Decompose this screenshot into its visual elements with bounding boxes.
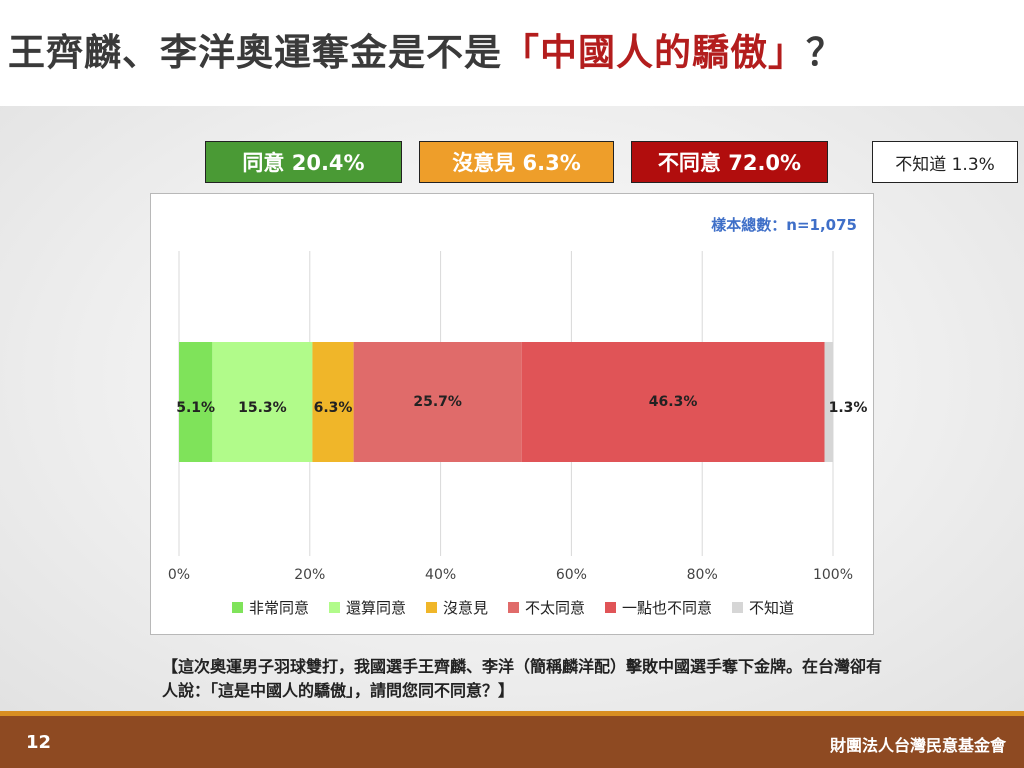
legend-label: 沒意見 xyxy=(442,599,488,617)
summary-neutral-box: 沒意見 6.3% xyxy=(419,141,614,183)
legend-label: 一點也不同意 xyxy=(622,599,713,617)
bar-segment xyxy=(353,342,522,462)
legend-swatch xyxy=(328,602,340,613)
organization-name: 財團法人台灣民意基金會 xyxy=(829,736,1006,755)
bar-segment xyxy=(212,342,313,462)
legend-swatch xyxy=(508,602,519,613)
sample-size-label: 樣本總數：n=1,075 xyxy=(711,216,857,234)
legend-label: 不知道 xyxy=(749,599,795,617)
page-number: 12 xyxy=(26,732,52,753)
bar-segment xyxy=(521,342,825,462)
x-tick-label: 40% xyxy=(425,567,456,583)
bar-segment xyxy=(312,342,354,462)
chart-panel: 樣本總數：n=1,075 0% 20% 40% 60% 80% 100% 5.1% 15.3%… xyxy=(150,193,874,635)
data-label: 46.3% xyxy=(649,394,698,410)
legend-label: 非常同意 xyxy=(248,599,309,617)
data-label: 6.3% xyxy=(314,400,353,416)
legend-label: 不太同意 xyxy=(525,599,586,617)
x-tick-label: 80% xyxy=(687,567,718,583)
x-tick-label: 60% xyxy=(556,567,587,583)
title-highlight: 「中國人的驕傲」 xyxy=(502,31,806,74)
data-label: 25.7% xyxy=(413,394,462,410)
page-title: 王齊麟、李洋奧運奪金是不是「中國人的驕傲」？ xyxy=(8,22,844,76)
summary-disagree-box: 不同意 72.0% xyxy=(631,141,828,183)
bar-segment xyxy=(824,342,833,462)
legend-swatch xyxy=(605,602,617,613)
title-suffix: ？ xyxy=(806,31,844,74)
survey-question: 【這次奧運男子羽球雙打，我國選手王齊麟、李洋（簡稱麟洋配）擊敗中國選手奪下金牌。… xyxy=(162,657,883,700)
data-label: 1.3% xyxy=(829,400,868,416)
legend-item: 沒意見 xyxy=(425,597,488,618)
legend-swatch xyxy=(231,602,243,613)
bar-segment xyxy=(179,342,213,462)
title-bar: 王齊麟、李洋奧運奪金是不是「中國人的驕傲」？ xyxy=(0,0,1024,106)
stacked-bar-chart: 0% 20% 40% 60% 80% 100% 5.1% 15.3% 6.3% 25.7% 46.3… xyxy=(168,251,868,583)
legend-item: 一點也不同意 xyxy=(605,597,712,618)
legend-item: 非常同意 xyxy=(231,597,309,618)
legend-item: 不知道 xyxy=(732,597,794,618)
footer-stripe xyxy=(0,711,1024,716)
legend-label: 還算同意 xyxy=(345,599,406,617)
legend-swatch xyxy=(425,602,437,613)
legend-item: 不太同意 xyxy=(508,597,585,618)
x-tick-label: 100% xyxy=(813,567,853,583)
legend-swatch xyxy=(732,602,744,613)
x-tick-label: 20% xyxy=(294,567,325,583)
footer-bar: 12 財團法人台灣民意基金會 xyxy=(0,716,1024,768)
x-tick-label: 0% xyxy=(168,567,190,583)
chart-legend: 非常同意 還算同意 沒意見 不太同意 一點也不同意 不知道 xyxy=(151,597,875,618)
data-label: 5.1% xyxy=(176,400,215,416)
data-label: 15.3% xyxy=(238,400,287,416)
title-main: 王齊麟、李洋奧運奪金是不是 xyxy=(8,31,502,74)
summary-unknown-box: 不知道 1.3% xyxy=(872,141,1018,183)
legend-item: 還算同意 xyxy=(328,597,406,618)
summary-agree-box: 同意 20.4% xyxy=(205,141,402,183)
